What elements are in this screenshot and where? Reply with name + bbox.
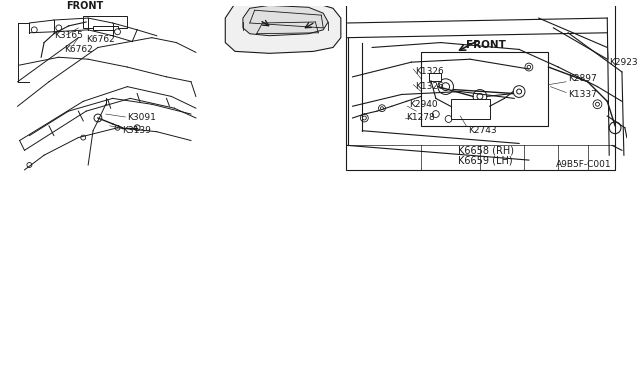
Circle shape — [81, 135, 86, 140]
Text: K2923: K2923 — [609, 58, 638, 67]
Circle shape — [595, 102, 600, 106]
Bar — [429, 73, 441, 81]
Circle shape — [477, 93, 483, 99]
Text: K6762: K6762 — [86, 35, 115, 44]
Circle shape — [381, 107, 383, 110]
Text: K1337: K1337 — [568, 90, 597, 99]
Circle shape — [445, 116, 452, 122]
Bar — [346, 3, 615, 170]
Circle shape — [457, 113, 464, 119]
Circle shape — [442, 83, 449, 90]
Circle shape — [360, 114, 368, 122]
Text: K1326: K1326 — [415, 67, 444, 77]
Circle shape — [438, 79, 454, 94]
Circle shape — [516, 89, 522, 94]
Text: K1326: K1326 — [415, 82, 444, 91]
Text: K6659 (LH): K6659 (LH) — [458, 155, 513, 165]
Circle shape — [527, 65, 531, 69]
Bar — [93, 26, 118, 30]
Text: K2897: K2897 — [568, 74, 597, 83]
Circle shape — [362, 116, 366, 120]
Text: K2940: K2940 — [410, 100, 438, 109]
Circle shape — [378, 105, 385, 112]
Circle shape — [525, 63, 533, 71]
Circle shape — [56, 25, 61, 31]
Text: A9B5F-C001: A9B5F-C001 — [556, 160, 612, 170]
Circle shape — [513, 86, 525, 97]
Bar — [451, 99, 490, 119]
Circle shape — [134, 125, 140, 131]
Text: K2743: K2743 — [468, 126, 497, 135]
Text: K1278: K1278 — [406, 113, 435, 122]
Circle shape — [473, 90, 487, 103]
Text: K6762: K6762 — [63, 45, 92, 54]
Text: FRONT: FRONT — [466, 39, 506, 49]
Text: K3165: K3165 — [54, 31, 83, 40]
Text: K6658 (RH): K6658 (RH) — [458, 145, 515, 155]
Text: K3091: K3091 — [127, 113, 156, 122]
Circle shape — [115, 29, 120, 35]
Circle shape — [94, 114, 102, 122]
Bar — [83, 16, 127, 28]
Circle shape — [31, 27, 37, 33]
Circle shape — [593, 100, 602, 109]
Polygon shape — [243, 5, 328, 36]
Text: K3139: K3139 — [122, 126, 151, 135]
Circle shape — [433, 110, 439, 118]
Circle shape — [27, 163, 32, 167]
Bar — [421, 52, 548, 126]
Polygon shape — [225, 0, 341, 53]
Circle shape — [115, 125, 120, 130]
Text: FRONT: FRONT — [67, 1, 104, 11]
Circle shape — [609, 122, 621, 134]
